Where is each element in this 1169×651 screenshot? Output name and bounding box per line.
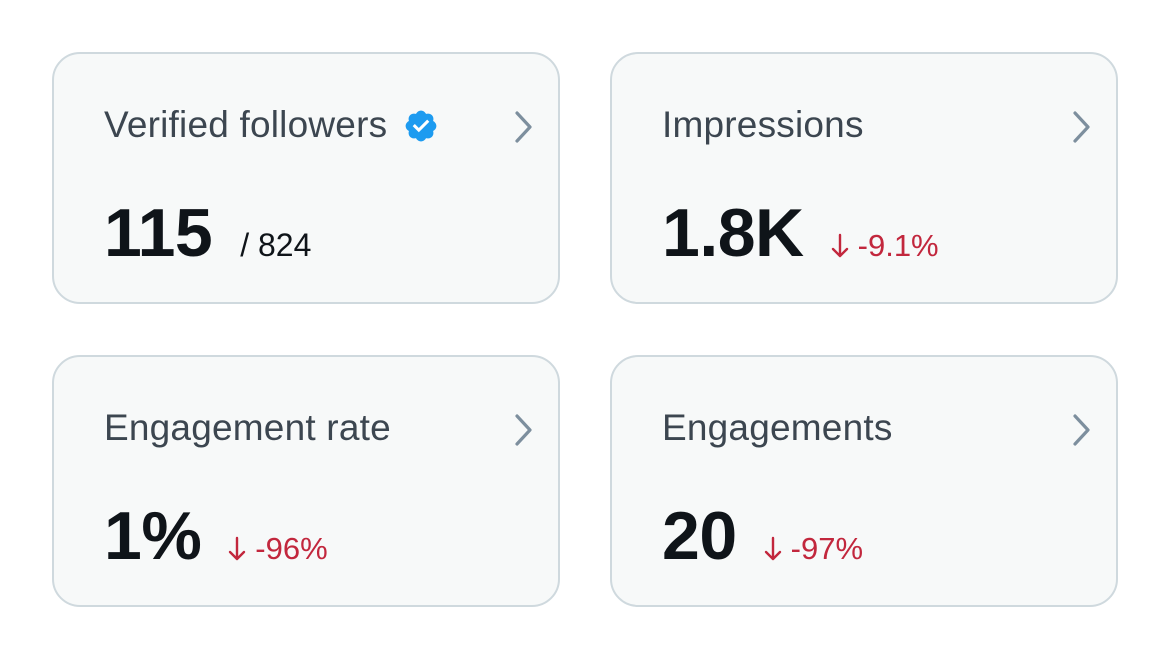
change-percent: -97% [790,531,864,566]
metric-value-row: 115 / 824 [104,194,311,272]
engagement-rate-card[interactable]: Engagement rate 1% -96% [52,355,560,607]
chevron-right-icon[interactable] [512,413,536,447]
arrow-down-icon [764,536,781,561]
card-title: Engagement rate [104,407,391,449]
metric-value: 115 [104,195,213,271]
change-indicator: -96% [227,531,328,567]
impressions-card[interactable]: Impressions 1.8K -9.1% [610,52,1118,304]
metric-value: 20 [662,498,737,574]
total-followers: / 824 [240,227,312,263]
metric-value-row: 20 -97% [662,497,863,575]
card-title-label: Verified followers [104,104,388,145]
change-percent: -96% [255,531,328,566]
chevron-right-icon[interactable] [512,110,536,144]
card-title: Verified followers [104,104,439,146]
arrow-down-icon [831,233,848,258]
metric-value: 1.8K [662,195,804,271]
chevron-right-icon[interactable] [1070,413,1094,447]
metric-value-row: 1% -96% [104,497,328,575]
card-title-label: Engagement rate [104,407,391,448]
card-title: Engagements [662,407,893,449]
engagements-card[interactable]: Engagements 20 -97% [610,355,1118,607]
metric-value: 1% [104,498,202,574]
verified-badge-icon [403,108,439,144]
card-title: Impressions [662,104,864,146]
card-title-label: Engagements [662,407,893,448]
verified-followers-card[interactable]: Verified followers 115 / 824 [52,52,560,304]
arrow-down-icon [229,536,246,561]
change-indicator: -9.1% [830,228,939,264]
chevron-right-icon[interactable] [1070,110,1094,144]
card-title-label: Impressions [662,104,864,145]
metric-value-row: 1.8K -9.1% [662,194,939,272]
change-percent: -9.1% [857,228,939,263]
change-indicator: -97% [763,531,863,567]
